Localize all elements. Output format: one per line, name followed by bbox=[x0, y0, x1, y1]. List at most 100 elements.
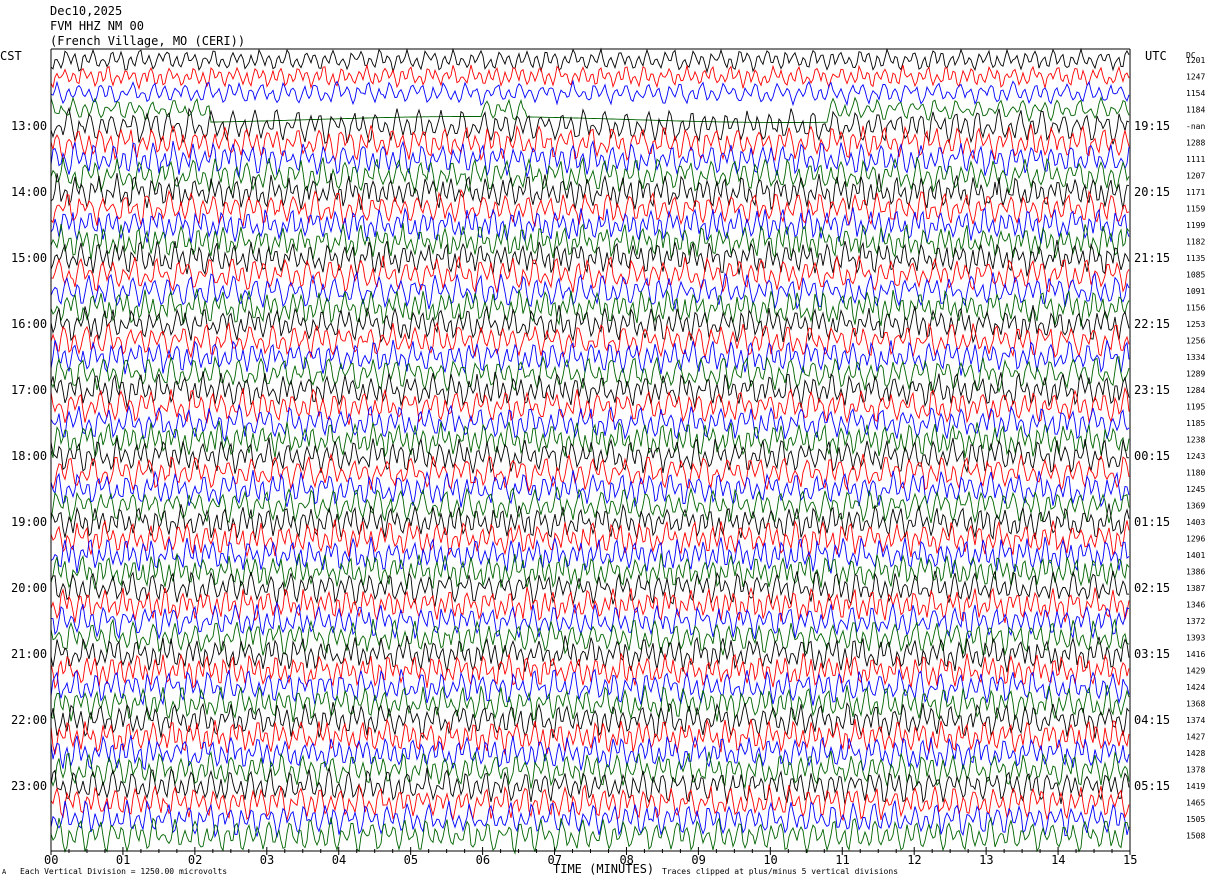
dc-title: DC bbox=[1186, 51, 1196, 60]
trace-blue-6 bbox=[50, 139, 1130, 179]
trace-blue-14 bbox=[50, 271, 1130, 311]
dc-value: 1424 bbox=[1186, 683, 1205, 692]
trace-blue-38 bbox=[50, 668, 1130, 706]
dc-value: 1207 bbox=[1186, 172, 1205, 181]
trace-red-21 bbox=[50, 386, 1130, 425]
x-tick-label-15: 15 bbox=[1123, 853, 1137, 867]
x-tick-label-12: 12 bbox=[907, 853, 921, 867]
dc-value: 1369 bbox=[1186, 502, 1205, 511]
trace-red-17 bbox=[50, 321, 1130, 359]
dc-value: 1289 bbox=[1186, 370, 1205, 379]
x-tick-label-02: 02 bbox=[188, 853, 202, 867]
trace-red-29 bbox=[50, 519, 1130, 558]
cst-hour-label: 13:00 bbox=[11, 119, 47, 133]
dc-value: 1378 bbox=[1186, 766, 1205, 775]
trace-red-37 bbox=[50, 653, 1130, 690]
utc-hour-label: 23:15 bbox=[1134, 383, 1170, 397]
dc-value: 1159 bbox=[1186, 205, 1205, 214]
dc-value: 1403 bbox=[1186, 518, 1205, 527]
utc-hour-label: 22:15 bbox=[1134, 317, 1170, 331]
dc-value: 1184 bbox=[1186, 106, 1205, 115]
dc-value: 1296 bbox=[1186, 535, 1205, 544]
trace-red-25 bbox=[50, 452, 1130, 493]
trace-green-27 bbox=[50, 486, 1130, 524]
scale-note: Each Vertical Division = 1250.00 microvo… bbox=[20, 867, 228, 876]
trace-blue-26 bbox=[50, 469, 1130, 508]
dc-value: 1284 bbox=[1186, 386, 1205, 395]
dc-value: 1111 bbox=[1186, 155, 1205, 164]
dc-value: 1182 bbox=[1186, 238, 1205, 247]
x-tick-label-08: 08 bbox=[619, 853, 633, 867]
x-tick-label-10: 10 bbox=[763, 853, 777, 867]
utc-hour-label: 03:15 bbox=[1134, 647, 1170, 661]
utc-hour-label: 21:15 bbox=[1134, 251, 1170, 265]
dc-value: 1185 bbox=[1186, 419, 1205, 428]
cst-hour-label: 15:00 bbox=[11, 251, 47, 265]
right-hour-labels: 19:15 20:15 21:15 22:15 23:15 00:15 01:15 02:15… bbox=[1134, 119, 1170, 793]
trace-black-20 bbox=[50, 371, 1130, 409]
dc-value: 1372 bbox=[1186, 617, 1205, 626]
x-axis-title: TIME (MINUTES) bbox=[553, 862, 654, 876]
dc-value: 1243 bbox=[1186, 452, 1205, 461]
cst-hour-label: 18:00 bbox=[11, 449, 47, 463]
dc-value: 1334 bbox=[1186, 353, 1205, 362]
dc-value: 1368 bbox=[1186, 700, 1205, 709]
trace-green-3 bbox=[50, 96, 1130, 123]
trace-green-47 bbox=[50, 816, 1130, 855]
dc-value: 1393 bbox=[1186, 634, 1205, 643]
dc-value: 1091 bbox=[1186, 287, 1205, 296]
trace-green-11 bbox=[50, 223, 1130, 261]
trace-black-44 bbox=[50, 767, 1130, 805]
dc-value: 1386 bbox=[1186, 568, 1205, 577]
trace-blue-22 bbox=[50, 404, 1130, 443]
dc-values-column: 1201 1247 1154 1184 -nan 1288 1111 1207 1171 1159… bbox=[1186, 56, 1205, 841]
utc-hour-label: 04:15 bbox=[1134, 713, 1170, 727]
trace-group bbox=[50, 47, 1130, 855]
trace-black-8 bbox=[50, 173, 1130, 211]
cst-hour-label: 22:00 bbox=[11, 713, 47, 727]
dc-value: 1253 bbox=[1186, 320, 1205, 329]
dc-value: 1247 bbox=[1186, 73, 1205, 82]
dc-value: 1346 bbox=[1186, 601, 1205, 610]
trace-black-36 bbox=[50, 635, 1130, 673]
trace-green-43 bbox=[50, 750, 1130, 790]
dc-value: 1256 bbox=[1186, 337, 1205, 346]
corner-mark: A bbox=[2, 868, 7, 876]
header-location: (French Village, MO (CERI)) bbox=[50, 34, 246, 48]
trace-black-16 bbox=[50, 305, 1130, 344]
trace-blue-2 bbox=[50, 79, 1130, 107]
trace-blue-30 bbox=[50, 536, 1130, 574]
x-tick-label-13: 13 bbox=[979, 853, 993, 867]
trace-green-23 bbox=[50, 420, 1130, 458]
clip-note: Traces clipped at plus/minus 5 vertical … bbox=[662, 867, 899, 876]
x-tick-label-03: 03 bbox=[260, 853, 274, 867]
dc-value: 1154 bbox=[1186, 89, 1205, 98]
dc-value: 1427 bbox=[1186, 733, 1205, 742]
dc-value: 1505 bbox=[1186, 815, 1205, 824]
dc-value: 1428 bbox=[1186, 749, 1205, 758]
trace-green-39 bbox=[50, 684, 1130, 722]
left-axis-title: CST bbox=[0, 49, 22, 63]
x-tick-label-05: 05 bbox=[404, 853, 418, 867]
x-axis: 00 01 02 03 04 05 06 07 08 09 10 11 12 13 14 15 bbox=[44, 847, 1137, 867]
cst-hour-label: 19:00 bbox=[11, 515, 47, 529]
trace-blue-46 bbox=[50, 799, 1130, 839]
dc-value: 1085 bbox=[1186, 271, 1205, 280]
trace-green-31 bbox=[50, 553, 1130, 590]
x-tick-label-00: 00 bbox=[44, 853, 58, 867]
dc-value: -nan bbox=[1186, 122, 1205, 131]
cst-hour-label: 16:00 bbox=[11, 317, 47, 331]
trace-blue-42 bbox=[50, 734, 1130, 772]
dc-value: 1180 bbox=[1186, 469, 1205, 478]
trace-red-1 bbox=[50, 63, 1130, 90]
x-tick-label-07: 07 bbox=[548, 853, 562, 867]
trace-blue-10 bbox=[50, 206, 1130, 244]
x-tick-label-06: 06 bbox=[476, 853, 490, 867]
dc-value: 1199 bbox=[1186, 221, 1205, 230]
dc-value: 1238 bbox=[1186, 436, 1205, 445]
trace-red-33 bbox=[50, 586, 1130, 623]
utc-hour-label: 00:15 bbox=[1134, 449, 1170, 463]
cst-hour-label: 17:00 bbox=[11, 383, 47, 397]
utc-hour-label: 01:15 bbox=[1134, 515, 1170, 529]
